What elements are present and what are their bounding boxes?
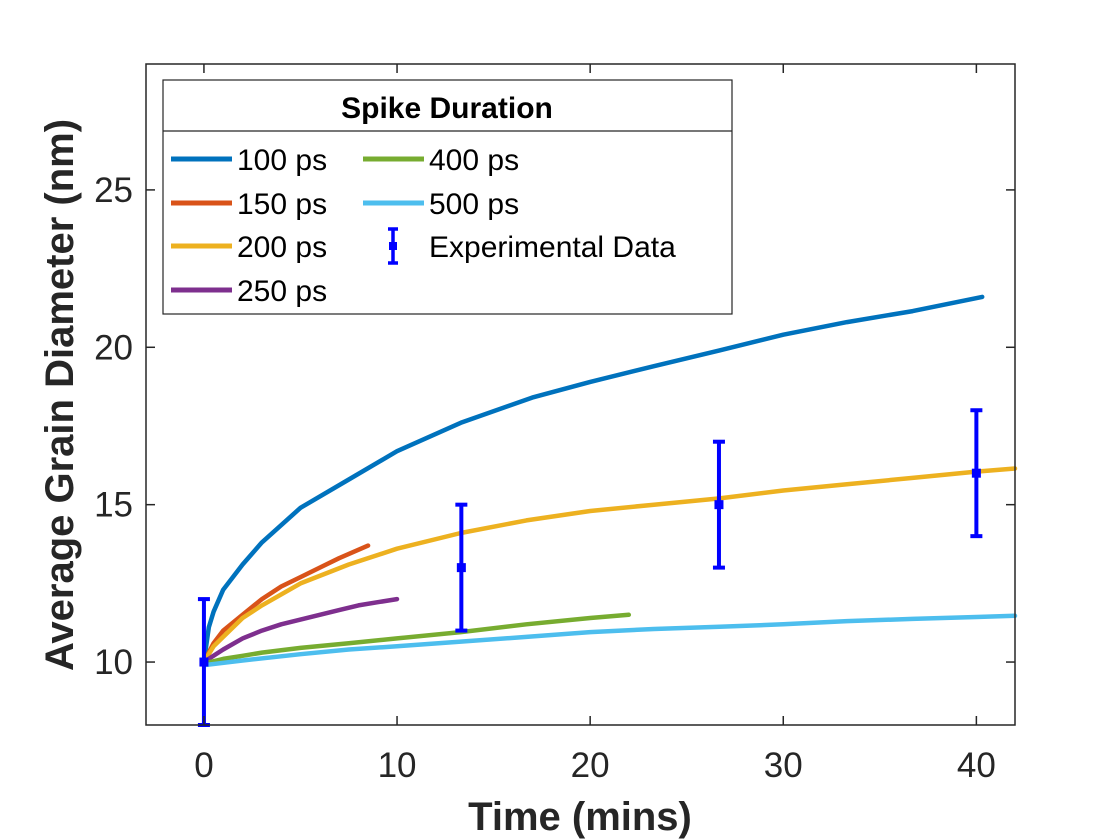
legend-box (162, 79, 733, 315)
y-tick-label: 10 (94, 643, 133, 682)
x-tick-label: 40 (957, 746, 996, 785)
series-line-250ps (201, 596, 400, 665)
legend: Spike Duration 100 ps 150 ps 200 ps 250 … (162, 79, 733, 315)
x-tick-label: 10 (378, 746, 417, 785)
y-tick-label: 20 (94, 328, 133, 367)
series-line-400ps (201, 612, 632, 666)
legend-label-500ps: 500 ps (429, 188, 519, 221)
series-line-200ps (201, 466, 1018, 665)
legend-label-experimental-data: Experimental Data (429, 231, 676, 264)
experimental-data-point (455, 502, 468, 633)
legend-label-150ps: 150 ps (237, 188, 327, 221)
y-tick-label: 25 (94, 171, 133, 210)
x-axis-label: Time (mins) (468, 795, 692, 839)
legend-errorbar-marker (389, 242, 397, 250)
experimental-data-point (970, 408, 983, 539)
series-line-150ps (201, 543, 371, 665)
legend-label-100ps: 100 ps (237, 144, 327, 177)
series-line-500ps (201, 613, 1018, 668)
errorbar-marker (971, 468, 981, 478)
legend-label-400ps: 400 ps (429, 144, 519, 177)
y-axis-label: Average Grain Diameter (nm) (38, 119, 82, 671)
legend-swatch-experimental-data (388, 227, 398, 265)
x-tick-label: 20 (571, 746, 610, 785)
series-layer (201, 294, 1018, 668)
experimental-data-point (712, 439, 725, 570)
x-tick-label: 0 (194, 746, 213, 785)
errorbar-layer (197, 408, 983, 727)
y-tick-label: 15 (94, 486, 133, 525)
legend-label-250ps: 250 ps (237, 275, 327, 308)
errorbar-marker (714, 500, 724, 510)
series-line-100ps (201, 294, 985, 665)
axes-box (145, 63, 1016, 726)
legend-label-200ps: 200 ps (237, 231, 327, 264)
legend-title: Spike Duration (341, 92, 553, 125)
errorbar-marker (199, 657, 209, 667)
tick-layer: 0 10 20 30 40 10 15 20 25 (94, 64, 1015, 785)
errorbar-marker (456, 563, 466, 573)
x-tick-label: 30 (764, 746, 803, 785)
